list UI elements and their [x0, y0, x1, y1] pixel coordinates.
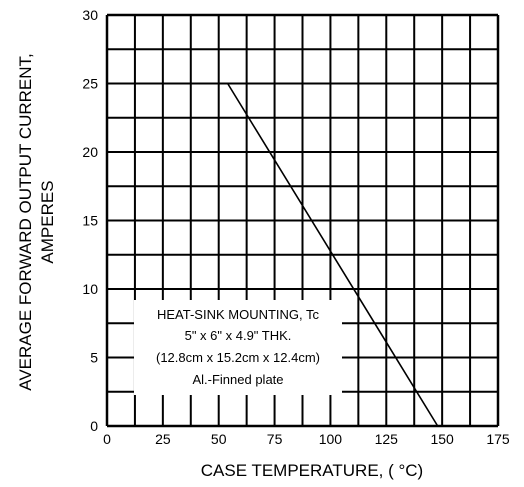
x-tick-label: 75	[267, 431, 283, 447]
y-tick-label: 30	[82, 7, 98, 23]
annotation-line-4: Al.-Finned plate	[192, 372, 283, 387]
y-tick-label: 25	[82, 76, 98, 92]
heat-sink-annotation: HEAT-SINK MOUNTING, Tc 5" x 6" x 4.9" TH…	[134, 300, 342, 395]
annotation-line-3: (12.8cm x 15.2cm x 12.4cm)	[156, 350, 320, 365]
y-axis-title-line-1: AVERAGE FORWARD OUTPUT CURRENT,	[16, 53, 35, 391]
y-tick-label: 10	[82, 281, 98, 297]
y-tick-label: 0	[90, 418, 98, 434]
tick-labels: 0 25 50 75 100 125 150 175 0 5 10 15 20 25 30	[82, 7, 509, 447]
annotation-line-1: HEAT-SINK MOUNTING, Tc	[157, 307, 320, 322]
series-layer	[107, 82, 439, 427]
x-tick-label: 175	[486, 431, 510, 447]
x-tick-label: 150	[430, 431, 454, 447]
annotation-box	[134, 300, 342, 395]
y-tick-label: 20	[82, 144, 98, 160]
x-tick-label: 0	[103, 431, 111, 447]
y-tick-label: 15	[82, 213, 98, 229]
y-axis-title-line-2: AMPERES	[38, 180, 57, 263]
x-tick-label: 50	[211, 431, 227, 447]
x-tick-label: 25	[155, 431, 171, 447]
derating-curve-line	[107, 82, 439, 427]
y-tick-label: 5	[90, 350, 98, 366]
x-tick-label: 125	[375, 431, 399, 447]
x-tick-label: 100	[319, 431, 343, 447]
x-axis-title: CASE TEMPERATURE, ( °C)	[201, 461, 423, 480]
annotation-line-2: 5" x 6" x 4.9" THK.	[185, 328, 292, 343]
